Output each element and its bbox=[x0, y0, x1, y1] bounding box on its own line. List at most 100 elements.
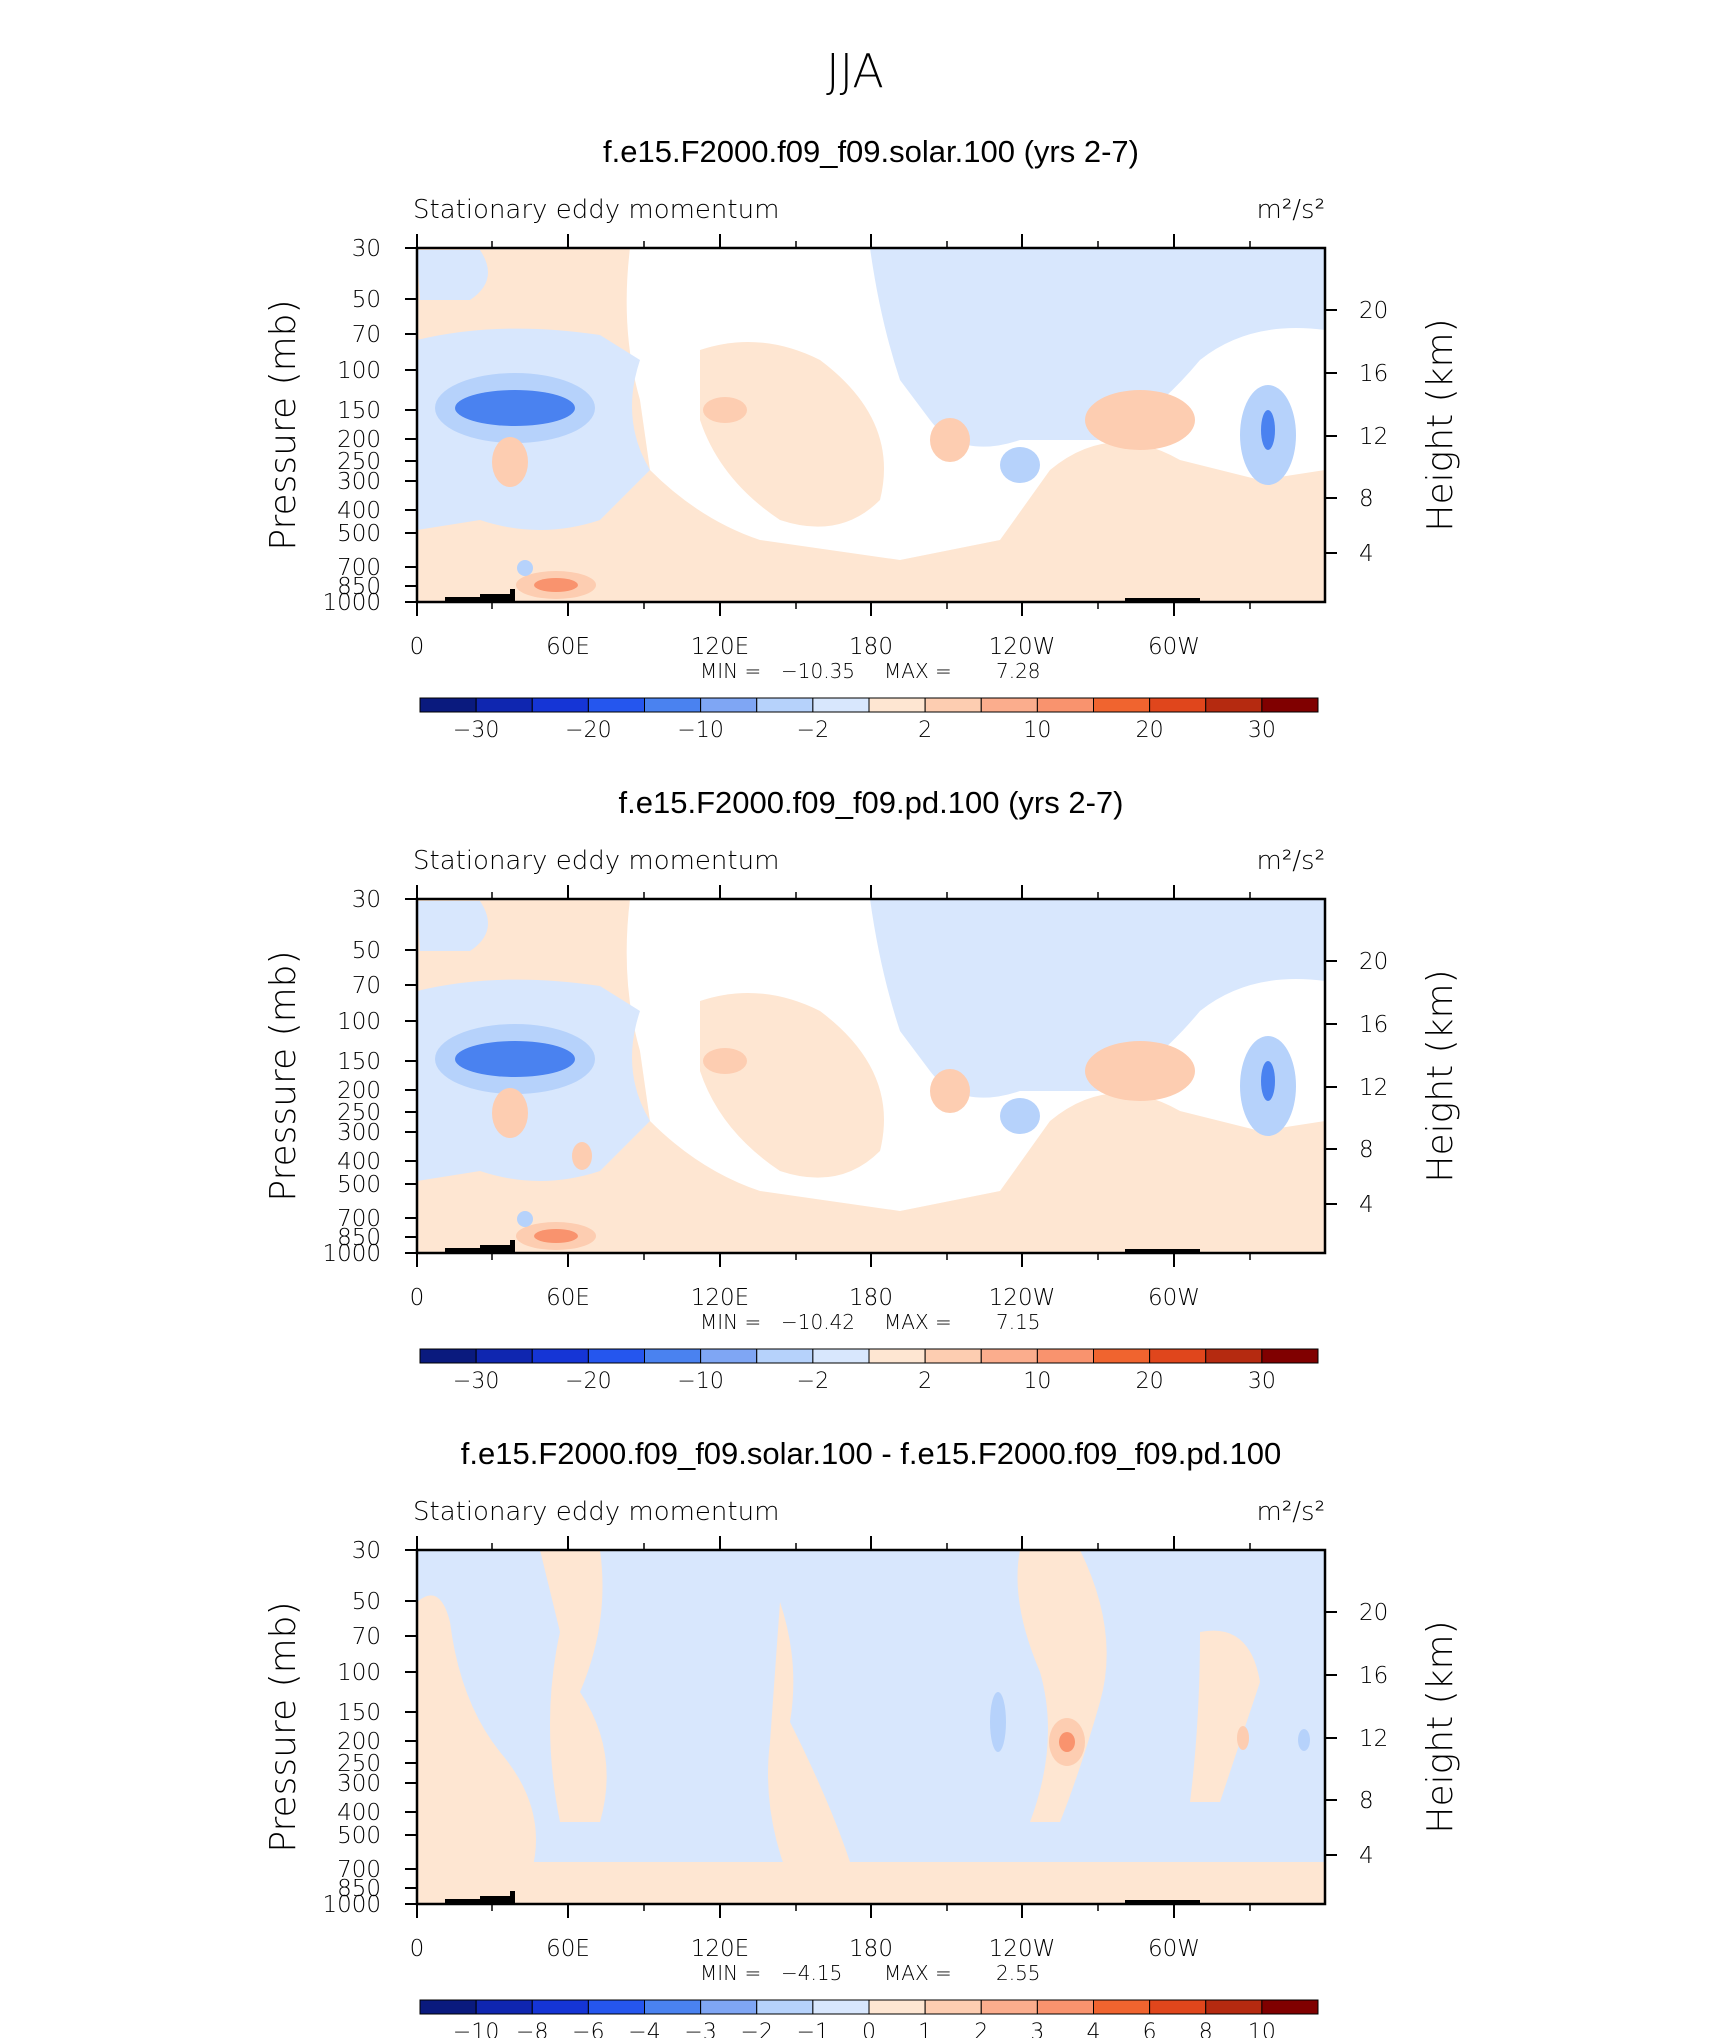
colorbar-box bbox=[980, 1348, 1038, 1364]
y-tick-label: 50 bbox=[352, 938, 381, 964]
colorbar-label: 30 bbox=[1248, 718, 1276, 743]
x-tick-label: 0 bbox=[410, 634, 425, 660]
colorbar-box bbox=[700, 697, 758, 713]
y-tick-label: 50 bbox=[352, 1589, 381, 1615]
y-tick-label-right: 20 bbox=[1359, 949, 1388, 975]
x-tick-label: 60W bbox=[1148, 1936, 1200, 1962]
contour-region bbox=[1298, 1729, 1310, 1751]
y-tick-label: 70 bbox=[352, 1624, 381, 1650]
y-tick-label: 70 bbox=[352, 973, 381, 999]
colorbar-box bbox=[1261, 697, 1319, 713]
x-tick-label: 180 bbox=[849, 1285, 893, 1311]
units-label: m²/s² bbox=[1257, 1497, 1325, 1527]
panel-title: f.e15.F2000.f09_f09.solar.100 (yrs 2-7) bbox=[603, 134, 1139, 169]
chart-panel-3: f.e15.F2000.f09_f09.solar.100 - f.e15.F2… bbox=[263, 1436, 1461, 2038]
units-label: m²/s² bbox=[1257, 195, 1325, 225]
colorbar-box bbox=[1093, 697, 1151, 713]
y-tick-label-right: 4 bbox=[1359, 1843, 1374, 1869]
chart-panel-1: f.e15.F2000.f09_f09.solar.100 (yrs 2-7) S… bbox=[263, 134, 1461, 743]
x-tick-label: 180 bbox=[849, 634, 893, 660]
contour-region bbox=[1190, 1630, 1260, 1802]
contour-region bbox=[417, 250, 488, 300]
y-tick-label-right: 16 bbox=[1359, 1012, 1388, 1038]
y-tick-label-right: 12 bbox=[1359, 1726, 1388, 1752]
contour-region bbox=[1059, 1732, 1075, 1752]
colorbar-label: 2 bbox=[918, 718, 932, 743]
colorbar-box bbox=[531, 1348, 589, 1364]
contour-region bbox=[930, 418, 970, 462]
colorbar-box bbox=[587, 697, 645, 713]
colorbar-box bbox=[1036, 1999, 1094, 2015]
y-tick-label: 30 bbox=[352, 1538, 381, 1564]
y-tick-label-right: 16 bbox=[1359, 1663, 1388, 1689]
y-tick-label: 850 bbox=[337, 574, 381, 600]
colorbar-box bbox=[475, 697, 533, 713]
y-tick-label-right: 12 bbox=[1359, 424, 1388, 450]
colorbar-label: 2 bbox=[974, 2020, 988, 2038]
colorbar-label: 0 bbox=[862, 2020, 876, 2038]
colorbar-box bbox=[868, 1348, 926, 1364]
max-label: MAX = bbox=[884, 1310, 952, 1334]
y-tick-label: 700 bbox=[337, 1857, 381, 1883]
min-value: −10.42 bbox=[781, 1310, 855, 1334]
topography bbox=[445, 1240, 515, 1253]
contour-region bbox=[1261, 1061, 1275, 1101]
contour-region bbox=[1017, 1550, 1107, 1822]
y-tick-label-right: 8 bbox=[1359, 1137, 1374, 1163]
colorbar-label: 10 bbox=[1023, 718, 1051, 743]
colorbar-box bbox=[1093, 1348, 1151, 1364]
contour-region bbox=[417, 899, 1325, 1253]
y-tick-label-right: 12 bbox=[1359, 1075, 1388, 1101]
contour-region bbox=[1000, 447, 1040, 483]
x-tick-label: 60W bbox=[1148, 634, 1200, 660]
colorbar-label: −2 bbox=[741, 2020, 773, 2038]
max-value: 7.28 bbox=[996, 659, 1041, 683]
contour-region bbox=[517, 560, 533, 576]
colorbar-box bbox=[1205, 697, 1263, 713]
colorbar-label: 1 bbox=[918, 2020, 932, 2038]
contour-region bbox=[768, 1602, 850, 1904]
x-tick-label: 120E bbox=[691, 1936, 749, 1962]
colorbar-box bbox=[419, 1999, 477, 2015]
y-tick-label: 700 bbox=[337, 555, 381, 581]
min-value: −4.15 bbox=[781, 1961, 842, 1985]
colorbar-label: −2 bbox=[797, 1369, 829, 1394]
contour-region bbox=[990, 1692, 1006, 1752]
y-tick-label-right: 20 bbox=[1359, 298, 1388, 324]
x-tick-label: 0 bbox=[410, 1936, 425, 1962]
contour-region bbox=[417, 1862, 1325, 1904]
colorbar-label: −20 bbox=[565, 1369, 611, 1394]
y-axis-title: Pressure (mb) bbox=[263, 1601, 304, 1852]
colorbar-label: −3 bbox=[684, 2020, 716, 2038]
y-tick-label: 700 bbox=[337, 1206, 381, 1232]
y-axis-title-right: Height (km) bbox=[1420, 318, 1461, 531]
colorbar-box bbox=[756, 1999, 814, 2015]
x-tick-label: 120W bbox=[989, 634, 1056, 660]
colorbar-label: 8 bbox=[1199, 2020, 1213, 2038]
contour-region bbox=[930, 1069, 970, 1113]
y-tick-label: 500 bbox=[337, 521, 381, 547]
panel-title: f.e15.F2000.f09_f09.solar.100 - f.e15.F2… bbox=[461, 1436, 1281, 1471]
contour-region bbox=[417, 1595, 536, 1904]
y-tick-label: 850 bbox=[337, 1225, 381, 1251]
colorbar-box bbox=[1036, 1348, 1094, 1364]
colorbar-box bbox=[812, 1348, 870, 1364]
y-tick-label: 30 bbox=[352, 236, 381, 262]
colorbar-label: −8 bbox=[516, 2020, 548, 2038]
colorbar-label: 10 bbox=[1023, 1369, 1051, 1394]
contour-region bbox=[1000, 1098, 1040, 1134]
colorbar-box bbox=[700, 1348, 758, 1364]
contour-region bbox=[540, 1550, 607, 1822]
colorbar-box bbox=[644, 1999, 702, 2015]
y-tick-label-right: 16 bbox=[1359, 361, 1388, 387]
y-tick-label: 70 bbox=[352, 322, 381, 348]
colorbar-box bbox=[756, 697, 814, 713]
max-value: 7.15 bbox=[996, 1310, 1041, 1334]
min-label: MIN = bbox=[700, 659, 761, 683]
contour-region bbox=[492, 1088, 528, 1138]
y-tick-label-right: 4 bbox=[1359, 541, 1374, 567]
colorbar-label: −1 bbox=[797, 2020, 829, 2038]
colorbar-box bbox=[1149, 1348, 1207, 1364]
min-label: MIN = bbox=[700, 1961, 761, 1985]
y-tick-label: 1000 bbox=[322, 590, 381, 616]
